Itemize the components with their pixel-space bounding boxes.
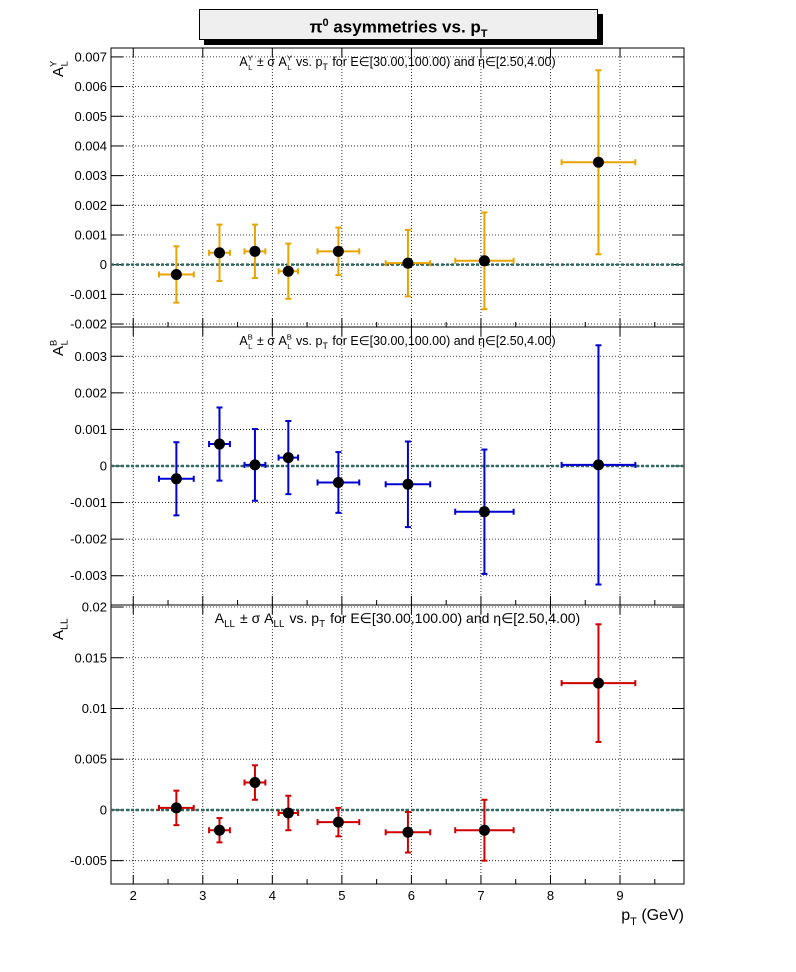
marker [213, 438, 225, 450]
data-point [243, 223, 267, 280]
data-point [316, 451, 361, 514]
y-axis-label: ALL [50, 617, 71, 640]
data-point [157, 245, 195, 304]
y-tick-label: 0.001 [74, 422, 107, 437]
x-tick-label: 2 [130, 888, 137, 903]
y-tick-label: 0.002 [74, 198, 107, 213]
data-point [384, 440, 432, 529]
y-tick-label: 0.001 [74, 227, 107, 242]
x-tick-label: 9 [616, 888, 623, 903]
y-tick-label: -0.001 [70, 287, 107, 302]
y-tick-label: 0.004 [74, 138, 107, 153]
marker [282, 452, 294, 464]
x-tick-label: 4 [269, 888, 276, 903]
data-point [454, 798, 515, 862]
y-tick-label: 0 [100, 257, 107, 272]
x-tick-label: 3 [199, 888, 206, 903]
marker [402, 257, 414, 269]
data-point [208, 223, 231, 282]
panel-frame [110, 604, 685, 885]
title-middle: asymmetries vs. p [328, 17, 481, 37]
y-tick-label: 0.006 [74, 79, 107, 94]
data-point [277, 242, 300, 300]
marker [332, 476, 344, 488]
marker [170, 268, 182, 280]
y-tick-label: 0.005 [74, 752, 107, 767]
data-point [560, 623, 637, 743]
marker [478, 506, 490, 518]
marker [592, 156, 604, 168]
y-tick-label: -0.001 [70, 495, 107, 510]
panel-annotation: AY L ± σ AY L vs. pT for E∈[30.00,100.00) … [239, 53, 555, 71]
panel-annotation: ALL ± σ ALL vs. pT for E∈[30.00,100.00) … [215, 610, 580, 630]
title-pi: π [309, 17, 323, 37]
data-point [316, 806, 361, 838]
y-tick-label: -0.005 [70, 853, 107, 868]
marker [170, 473, 182, 485]
panel-1: -0.002 -0.001 0 0.001 0.002 0.003 0.004 0.005 0.… [48, 47, 685, 332]
marker [249, 459, 261, 471]
y-tick-label: 0.015 [74, 650, 107, 665]
data-point [157, 441, 195, 517]
marker [478, 255, 490, 267]
y-tick-label: 0.005 [74, 109, 107, 124]
data-point [384, 810, 432, 854]
y-axis-label: ABL [48, 339, 69, 356]
marker [170, 802, 182, 814]
data-point [454, 211, 515, 311]
y-tick-label: 0.002 [74, 385, 107, 400]
data-point [277, 420, 300, 496]
marker [592, 677, 604, 689]
panel-2: -0.003 -0.002 -0.001 0 0.001 0.002 0.003 AB L ± … [48, 326, 685, 606]
data-point [243, 428, 267, 502]
y-axis-label-group: ALL [50, 617, 71, 640]
data-point [454, 448, 515, 575]
y-axis-label-group: AYL [48, 60, 69, 77]
y-tick-label: 0.003 [74, 349, 107, 364]
y-axis-label-group: ABL [48, 339, 69, 356]
marker [249, 245, 261, 257]
data-point [560, 69, 637, 256]
y-tick-label: 0.007 [74, 49, 107, 64]
data-point [316, 226, 361, 277]
panel-annotation: AB L ± σ AB L vs. pT for E∈[30.00,100.00) … [239, 332, 555, 350]
marker [332, 816, 344, 828]
y-tick-label: 0.003 [74, 168, 107, 183]
y-tick-label: 0 [100, 802, 107, 817]
x-tick-label: 5 [338, 888, 345, 903]
x-tick-label: 7 [477, 888, 484, 903]
x-axis-label: pT (GeV) [621, 907, 684, 928]
y-tick-label: 0.01 [82, 701, 107, 716]
title-sup: 0 [322, 17, 329, 29]
marker [282, 807, 294, 819]
marker [213, 824, 225, 836]
y-tick-label: -0.003 [70, 568, 107, 583]
y-tick-label: -0.002 [70, 532, 107, 547]
plot-title: π0 asymmetries vs. pT [199, 9, 598, 40]
marker [402, 826, 414, 838]
marker [249, 777, 261, 789]
data-point [243, 764, 267, 801]
data-point [277, 794, 300, 832]
marker [332, 245, 344, 257]
marker [592, 459, 604, 471]
data-point [208, 817, 231, 844]
marker [282, 265, 294, 277]
x-tick-label: 6 [408, 888, 415, 903]
title-sub: T [480, 28, 488, 41]
data-point [208, 406, 231, 482]
data-point [560, 344, 637, 586]
panel-3: -0.005 0 0.005 0.01 0.015 0.02 ALL ± σ ALL vs.… [50, 600, 685, 885]
x-tick-label: 8 [547, 888, 554, 903]
y-tick-label: -0.002 [70, 317, 107, 332]
marker [478, 824, 490, 836]
data-point [384, 228, 432, 298]
y-axis-label: AYL [48, 60, 69, 77]
marker [213, 247, 225, 259]
y-tick-label: 0.02 [82, 600, 107, 615]
marker [402, 478, 414, 490]
data-point [157, 789, 195, 827]
y-tick-label: 0 [100, 459, 107, 474]
